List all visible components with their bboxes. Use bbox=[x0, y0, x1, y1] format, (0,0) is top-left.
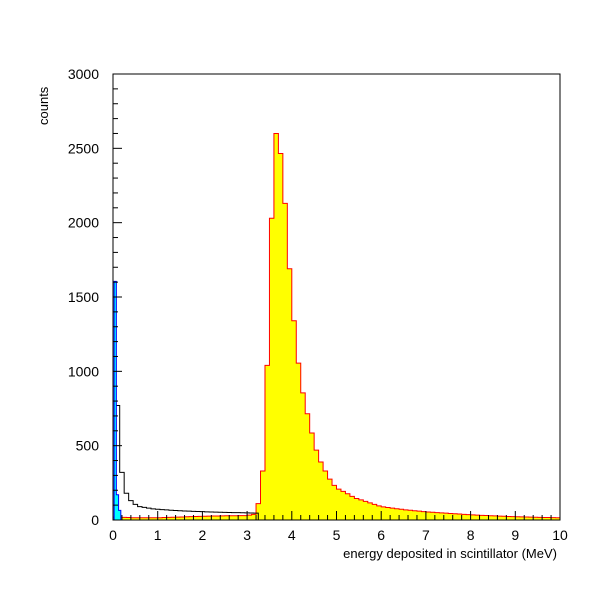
x-axis-title: energy deposited in scintillator (MeV) bbox=[343, 546, 557, 561]
axis-ticks: 0 1 2 3 4 5 6 7 8 9 10 0 500 1000 1500 2000 2500 3000 bbox=[68, 66, 568, 543]
x-tick-label: 7 bbox=[422, 527, 430, 543]
y-tick-label: 2500 bbox=[68, 140, 99, 156]
x-tick-label: 4 bbox=[288, 527, 296, 543]
series-yellow-histogram bbox=[112, 132, 561, 520]
series-black-histogram bbox=[114, 405, 261, 521]
x-tick-label: 6 bbox=[377, 527, 385, 543]
x-tick-label: 1 bbox=[154, 527, 162, 543]
y-tick-label: 1000 bbox=[68, 363, 99, 379]
y-tick-label: 2000 bbox=[68, 215, 99, 231]
y-tick-label: 1500 bbox=[68, 289, 99, 305]
y-tick-label: 500 bbox=[76, 438, 100, 454]
x-tick-label: 10 bbox=[552, 527, 568, 543]
y-axis-title: counts bbox=[36, 86, 51, 125]
x-tick-label: 2 bbox=[199, 527, 207, 543]
x-tick-label: 3 bbox=[243, 527, 251, 543]
plot-area bbox=[112, 132, 561, 521]
x-tick-label: 5 bbox=[333, 527, 341, 543]
x-tick-label: 0 bbox=[109, 527, 117, 543]
plot-frame bbox=[112, 73, 561, 521]
y-tick-label: 0 bbox=[91, 512, 99, 528]
y-tick-label: 3000 bbox=[68, 66, 99, 82]
x-tick-label: 9 bbox=[511, 527, 519, 543]
x-tick-label: 8 bbox=[467, 527, 475, 543]
